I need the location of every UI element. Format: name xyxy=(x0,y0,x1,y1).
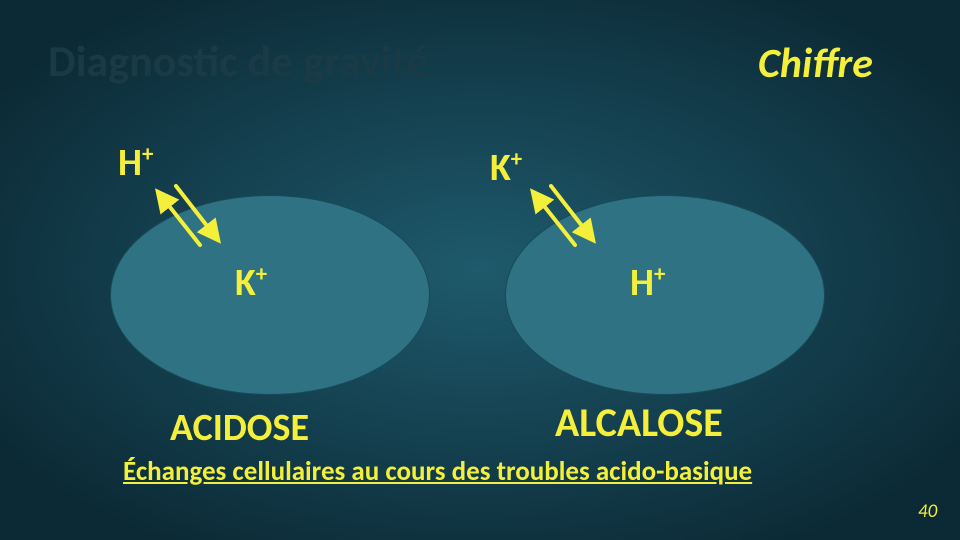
slide-subtitle: Chiffre xyxy=(758,38,873,89)
ion-k-in-left: K+ xyxy=(235,260,267,306)
slide-title: Diagnostic de gravité xyxy=(48,34,428,88)
slide: Diagnostic de gravité Chiffre H+ K+ K+ H… xyxy=(0,0,960,540)
label-acidose: ACIDOSE xyxy=(170,405,309,451)
label-alcalose: ALCALOSE xyxy=(555,398,723,447)
caption: Échanges cellulaires au cours des troubl… xyxy=(123,455,752,488)
ion-k-out-right: K+ xyxy=(490,145,522,191)
cell-left xyxy=(110,195,430,395)
page-number: 40 xyxy=(918,500,937,523)
ion-h-out-left: H+ xyxy=(118,140,153,186)
ion-h-in-right: H+ xyxy=(630,260,665,306)
